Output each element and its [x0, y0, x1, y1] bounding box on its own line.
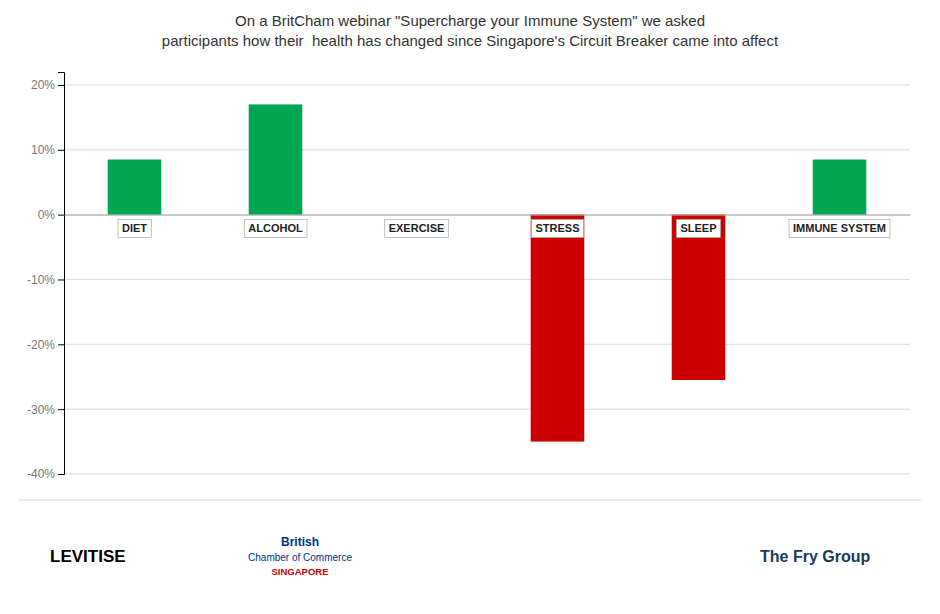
y-tick-mark [58, 344, 64, 345]
x-tick-label: ALCOHOL [248, 222, 303, 234]
separator [19, 500, 921, 501]
y-axis-line [58, 73, 65, 475]
logo-text: British [281, 535, 319, 549]
y-tick: 10% [31, 143, 64, 157]
logo-text: SINGAPORE [271, 566, 328, 577]
logo-text: The Fry Group [760, 548, 870, 565]
label-box [531, 219, 583, 237]
y-tick: -40% [27, 467, 64, 481]
y-tick-label: 20% [31, 78, 55, 92]
y-tick-label: -20% [27, 338, 55, 352]
zero-line [65, 215, 911, 216]
x-tick: ALCOHOL [244, 215, 307, 238]
y-tick-label: -30% [27, 403, 55, 417]
y-tick-mark [58, 409, 64, 410]
x-tick: DIET [118, 215, 151, 238]
y-tick-mark [58, 150, 64, 151]
y-tick-mark [58, 279, 64, 280]
x-tick-label: DIET [122, 222, 147, 234]
x-tick: IMMUNE SYSTEM [789, 215, 890, 238]
y-tick-label: -40% [27, 467, 55, 481]
y-tick-mark [58, 215, 64, 216]
y-tick-label: 0% [38, 208, 56, 222]
x-axis: DIET ALCOHOL EXERCISE STRESS SLEEP IMMUNE SYS… [65, 215, 911, 238]
grid-line [64, 474, 910, 475]
x-tick-label: SLEEP [680, 222, 716, 234]
bar [813, 160, 867, 215]
grid-line [64, 279, 910, 280]
grid-line [64, 409, 910, 410]
y-tick-mark [58, 474, 64, 475]
bar [531, 215, 585, 442]
bar [249, 104, 303, 214]
label-box [676, 219, 720, 237]
y-tick: 20% [31, 78, 64, 92]
x-tick-label: EXERCISE [389, 222, 445, 234]
y-tick-label: 10% [31, 143, 55, 157]
y-tick: 0% [38, 208, 64, 222]
label-box [385, 219, 449, 237]
title: On a BritCham webinar "Supercharge your … [162, 12, 779, 49]
x-tick-label: STRESS [535, 222, 579, 234]
y-tick: -10% [27, 273, 64, 287]
label-box [118, 219, 151, 237]
chart: On a BritCham webinar "Supercharge your … [0, 0, 940, 614]
grid-line [64, 149, 910, 150]
x-tick-label: IMMUNE SYSTEM [793, 222, 886, 234]
y-axis: -40% -30% -20% -10% 0% 10% 20% [27, 73, 65, 482]
logo-text: LEVITISE [50, 547, 126, 566]
y-tick: -30% [27, 403, 64, 417]
x-tick: EXERCISE [385, 215, 449, 238]
y-tick-label: -10% [27, 273, 55, 287]
plot: -40% -30% -20% -10% 0% 10% 20% DIET ALCOHOL EXERC… [27, 73, 911, 482]
y-tick: -20% [27, 338, 64, 352]
label-box [244, 219, 307, 237]
grid-line [64, 344, 910, 345]
logo-text: Chamber of Commerce [248, 552, 352, 563]
x-tick: SLEEP [676, 215, 720, 238]
bar [108, 160, 162, 215]
grid-line [64, 84, 910, 85]
grid [64, 85, 910, 474]
bar [672, 215, 726, 380]
label-box [789, 219, 890, 237]
grid-line [64, 214, 910, 215]
bars [108, 104, 867, 441]
x-tick: STRESS [531, 215, 583, 238]
y-tick-mark [58, 85, 64, 86]
